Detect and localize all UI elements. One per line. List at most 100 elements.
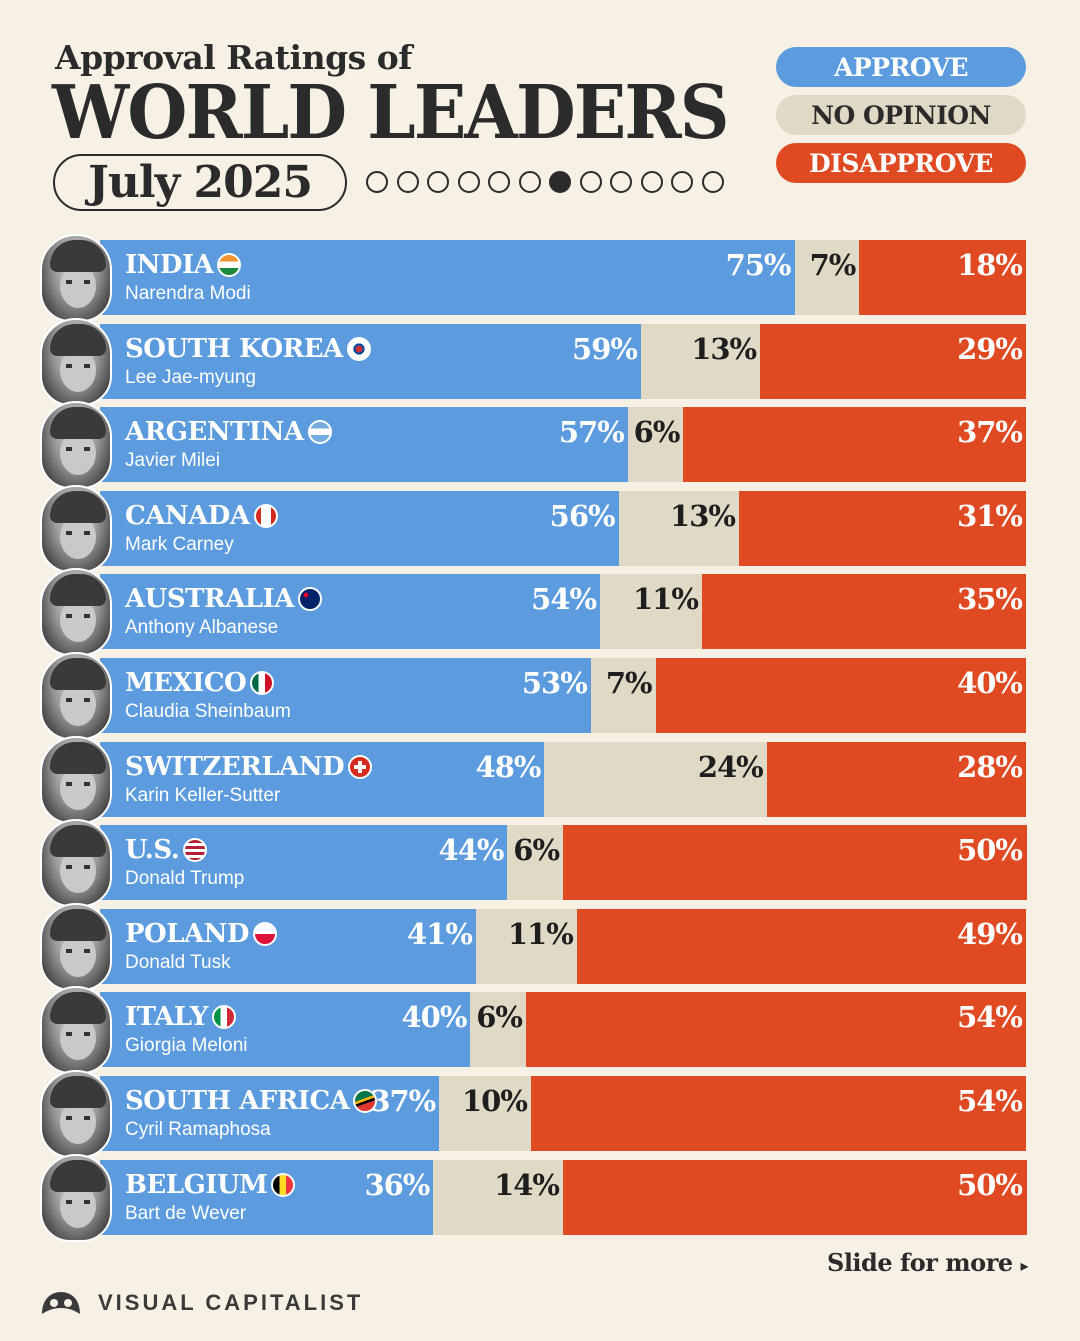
south-africa-flag-icon: [353, 1089, 378, 1113]
leader-portrait: [40, 1153, 112, 1242]
australia-flag-icon: [297, 587, 322, 612]
brand: VISUAL CAPITALIST: [38, 1288, 363, 1318]
pager-dot[interactable]: [579, 171, 602, 193]
legend-disapprove: DISAPPROVE: [776, 143, 1026, 183]
value-label-approve: 54%: [531, 582, 597, 617]
value-label-noop: 10%: [462, 1084, 528, 1118]
bar-noop: [600, 574, 703, 650]
value-label-approve: 37%: [370, 1084, 436, 1118]
value-label-approve: 40%: [401, 1000, 467, 1035]
slide-pager[interactable]: [366, 171, 724, 193]
leader-portrait: [40, 484, 112, 573]
chart-subtitle: Approval Ratings of: [55, 38, 412, 77]
slide-for-more-link[interactable]: Slide for more ▸: [827, 1248, 1028, 1277]
bar-disapprove: [530, 1076, 1027, 1151]
pager-dot[interactable]: [488, 171, 510, 193]
pager-dot[interactable]: [671, 171, 693, 193]
value-label-noop: 7%: [605, 666, 653, 700]
legend-no-opinion: NO OPINION: [776, 95, 1026, 135]
leader-portrait: [40, 986, 112, 1075]
bar-disapprove: [655, 658, 1027, 733]
country-name: POLAND: [125, 918, 249, 949]
pager-dot[interactable]: [366, 171, 388, 193]
chart-row-argentina: 57% 6% 37% ARGENTINA Javier Milei: [0, 401, 1080, 490]
bar-stack: 37% 10% 54%: [100, 1076, 1027, 1151]
leader-name: Anthony Albanese: [125, 617, 279, 639]
value-label-approve: 48%: [475, 749, 542, 784]
value-label-disapprove: 54%: [957, 1084, 1023, 1118]
leader-name: Donald Tusk: [125, 951, 231, 973]
country-name: MEXICO: [125, 668, 247, 698]
bar-stack: 53% 7% 40%: [100, 658, 1027, 733]
pager-dot[interactable]: [640, 171, 663, 193]
bar-noop: [627, 407, 684, 483]
country-name: AUSTRALIA: [125, 584, 294, 615]
chart-row-u-s: 44% 6% 50% U.S. Donald Trump: [0, 819, 1080, 908]
bar-stack: 40% 6% 54%: [100, 992, 1027, 1068]
bar-approve: [100, 741, 545, 817]
leader-portrait: [40, 652, 112, 740]
leader-portrait: [40, 568, 112, 657]
canada-flag-icon: [253, 503, 278, 528]
bar-noop: [470, 992, 527, 1068]
legend-approve: APPROVE: [776, 47, 1026, 87]
country-label: U.S.: [125, 835, 208, 865]
bar-stack: 54% 11% 35%: [100, 574, 1027, 650]
country-name: ITALY: [125, 1002, 208, 1033]
leader-name: Mark Carney: [125, 533, 234, 555]
bar-disapprove: [563, 825, 1027, 901]
chart-row-italy: 40% 6% 54% ITALY Giorgia Meloni: [0, 986, 1080, 1075]
bar-stack: 36% 14% 50%: [100, 1159, 1027, 1235]
bar-disapprove: [563, 1159, 1027, 1235]
country-name: BELGIUM: [125, 1169, 268, 1200]
country-label: INDIA: [125, 250, 242, 280]
value-label-approve: 44%: [438, 833, 505, 868]
pager-dot[interactable]: [701, 171, 724, 193]
value-label-disapprove: 37%: [957, 415, 1023, 450]
visual-capitalist-logo-icon: [42, 1292, 80, 1314]
bar-approve: [100, 992, 471, 1068]
bar-approve: [100, 323, 642, 399]
value-label-disapprove: 28%: [957, 749, 1023, 784]
chart-row-mexico: 53% 7% 40% MEXICO Claudia Sheinbaum: [0, 652, 1080, 740]
value-label-approve: 56%: [549, 498, 616, 533]
us-flag-icon: [183, 838, 208, 863]
value-label-noop: 7%: [809, 248, 857, 282]
chart-row-poland: 41% 11% 49% POLAND Donald Tusk: [0, 902, 1080, 991]
value-label-approve: 53%: [521, 666, 588, 700]
country-label: SOUTH AFRICA: [125, 1086, 378, 1116]
bar-disapprove: [701, 574, 1027, 650]
pager-dot[interactable]: [457, 171, 480, 193]
country-name: SWITZERLAND: [125, 751, 345, 782]
poland-flag-icon: [252, 921, 277, 946]
bar-approve: [100, 407, 629, 483]
country-label: AUSTRALIA: [125, 584, 322, 614]
value-label-disapprove: 50%: [957, 833, 1023, 868]
pager-dot-active[interactable]: [549, 171, 571, 193]
italy-flag-icon: [211, 1005, 236, 1030]
value-label-approve: 36%: [364, 1167, 430, 1202]
chart-row-belgium: 36% 14% 50% BELGIUM Bart de Wever: [0, 1153, 1080, 1242]
leader-portrait: [40, 819, 112, 908]
country-name: SOUTH AFRICA: [125, 1086, 350, 1116]
chart-row-south-korea: 59% 13% 29% SOUTH KOREA Lee Jae-myung: [0, 317, 1080, 406]
bar-stack: 75% 7% 18%: [100, 240, 1027, 315]
pager-dot[interactable]: [610, 171, 632, 193]
south-korea-flag-icon: [346, 336, 371, 361]
country-label: ARGENTINA: [125, 417, 332, 447]
country-name: CANADA: [125, 500, 250, 531]
bar-noop: [433, 1159, 564, 1235]
leader-name: Bart de Wever: [125, 1202, 247, 1224]
chart-row-south-africa: 37% 10% 54% SOUTH AFRICA Cyril Ramaphosa: [0, 1070, 1080, 1158]
argentina-flag-icon: [307, 420, 332, 445]
pager-dot[interactable]: [396, 171, 419, 193]
pager-dot[interactable]: [427, 171, 449, 193]
bar-disapprove: [576, 908, 1027, 984]
country-label: CANADA: [125, 501, 278, 531]
leader-name: Karin Keller-Sutter: [125, 784, 281, 806]
leader-portrait: [40, 401, 112, 490]
country-label: BELGIUM: [125, 1169, 296, 1200]
bar-noop: [590, 658, 657, 733]
pager-dot[interactable]: [518, 171, 541, 193]
leader-portrait: [40, 234, 112, 322]
